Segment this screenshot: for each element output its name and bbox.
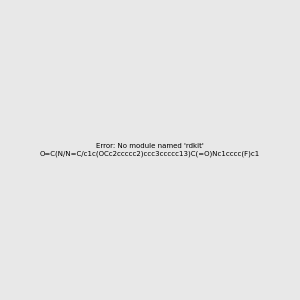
Text: Error: No module named 'rdkit'
O=C(N/N=C/c1c(OCc2ccccc2)ccc3ccccc13)C(=O)Nc1cccc: Error: No module named 'rdkit' O=C(N/N=C…: [40, 143, 260, 157]
